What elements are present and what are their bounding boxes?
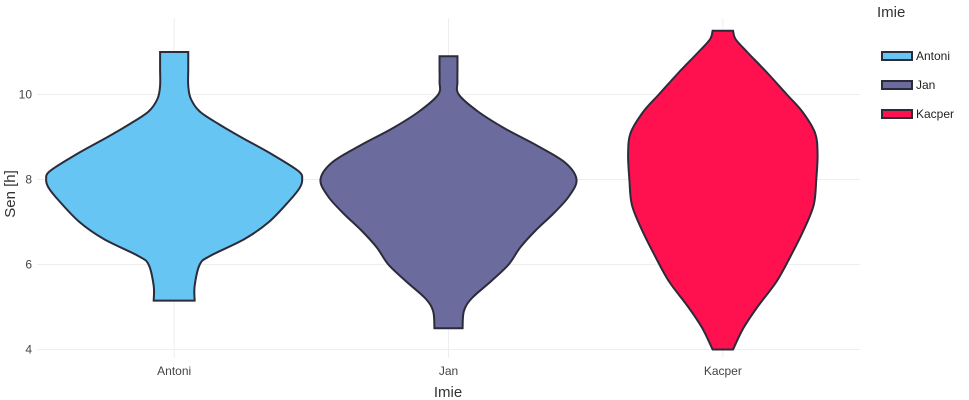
violins [45,29,819,351]
x-tick-label: Kacper [704,364,742,378]
violin-kacper [627,29,819,351]
y-tick-label: 6 [25,258,32,272]
violin-antoni [45,51,304,302]
x-axis-title: Imie [434,384,462,400]
legend-swatch [881,51,913,61]
y-axis-title: Sen [h] [2,170,19,218]
y-tick-label: 4 [25,343,32,357]
legend-item-antoni[interactable]: Antoni [881,49,950,63]
x-tick-labels: Antoni Jan Kacper [157,364,742,378]
y-tick-label: 8 [25,173,32,187]
legend-label: Antoni [916,49,950,63]
legend-item-kacper[interactable]: Kacper [881,107,954,121]
y-tick-labels: 4 6 8 10 [19,88,33,357]
legend-title: Imie [877,4,905,21]
legend-item-jan[interactable]: Jan [881,78,935,92]
legend-label: Jan [916,78,935,92]
legend: Imie Antoni Jan Kacper [877,4,954,121]
y-tick-label: 10 [19,88,33,102]
x-tick-label: Jan [439,364,458,378]
violin-jan [319,55,578,330]
legend-swatch [881,80,913,90]
x-tick-label: Antoni [157,364,191,378]
legend-label: Kacper [916,107,954,121]
legend-swatch [881,109,913,119]
